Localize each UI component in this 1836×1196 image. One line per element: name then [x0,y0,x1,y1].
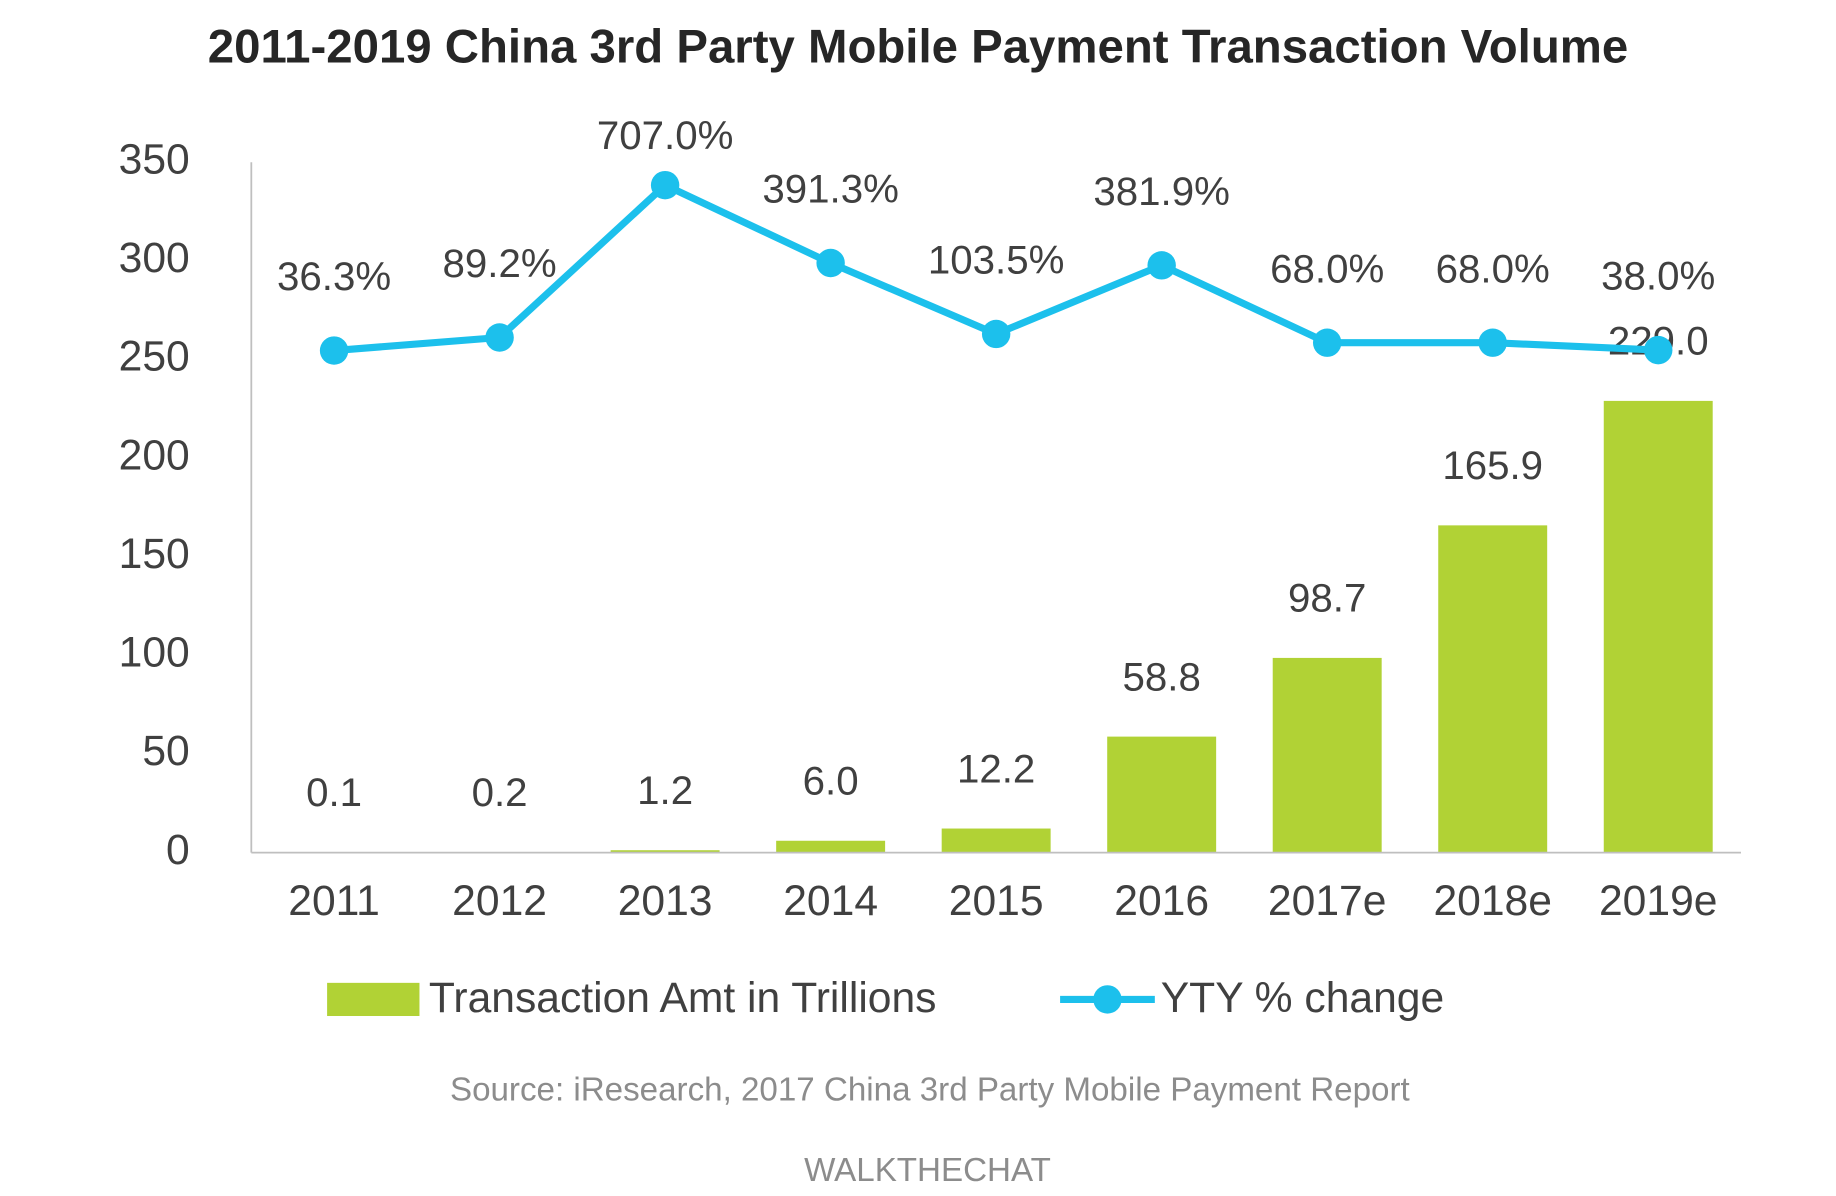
legend-label: YTY % change [1161,974,1444,1022]
x-tick-label: 2011 [288,877,380,925]
y-tick-label: 50 [142,727,189,775]
y-tick-label: 200 [119,431,190,479]
bar [941,828,1051,853]
x-tick-label: 2013 [618,877,713,925]
line-label: 36.3% [277,254,391,299]
line-point [1312,328,1342,357]
line-label: 103.5% [928,238,1065,283]
legend-dot [1093,985,1122,1014]
line-point [981,319,1011,349]
line-label: 391.3% [762,167,899,212]
brand: WALKTHECHAT [804,1152,1051,1189]
source: Source: iResearch, 2017 China 3rd Party … [450,1072,1410,1109]
x-tick-label: 2012 [452,877,547,925]
bar [610,850,720,853]
line-label: 89.2% [443,241,557,286]
bar [1438,525,1548,853]
chart-title: 2011-2019 China 3rd Party Mobile Payment… [208,20,1628,73]
legend-label: Transaction Amt in Trillions [429,974,937,1022]
bar-label: 98.7 [1288,576,1366,621]
bar-label: 58.8 [1123,654,1201,699]
y-tick-label: 100 [119,629,190,677]
bar-label: 165.9 [1442,443,1543,488]
bar-label: 0.1 [306,770,362,815]
bar-label: 12.2 [957,746,1035,791]
x-tick-label: 2019e [1599,877,1718,925]
bar [1107,736,1217,853]
bar-label: 1.2 [637,768,693,813]
bar-label: 6.0 [803,759,859,804]
x-tick-label: 2014 [783,877,878,925]
line-label: 68.0% [1270,246,1384,291]
line-label: 68.0% [1436,246,1550,291]
y-tick-label: 150 [119,530,190,578]
legend-swatch [327,982,420,1017]
x-tick-label: 2015 [949,877,1044,925]
line-point [485,323,514,352]
line-label: 38.0% [1601,254,1715,299]
line-label: 381.9% [1093,169,1230,214]
bar [1272,657,1382,853]
line-point [319,336,349,365]
y-tick-label: 0 [166,826,190,874]
y-tick-label: 300 [119,234,190,282]
line-point [1478,328,1507,357]
x-tick-label: 2018e [1433,877,1551,925]
line-point [816,248,845,278]
y-tick-label: 350 [119,135,190,183]
y-tick-label: 250 [119,333,190,381]
line-point [650,170,680,200]
bar [776,840,886,853]
x-tick-label: 2017e [1268,877,1387,925]
line-label: 707.0% [597,113,734,158]
line-point [1644,335,1673,365]
x-tick-label: 2016 [1114,877,1209,925]
bar-label: 0.2 [472,770,528,815]
bar [1603,400,1713,853]
line-point [1147,251,1176,280]
